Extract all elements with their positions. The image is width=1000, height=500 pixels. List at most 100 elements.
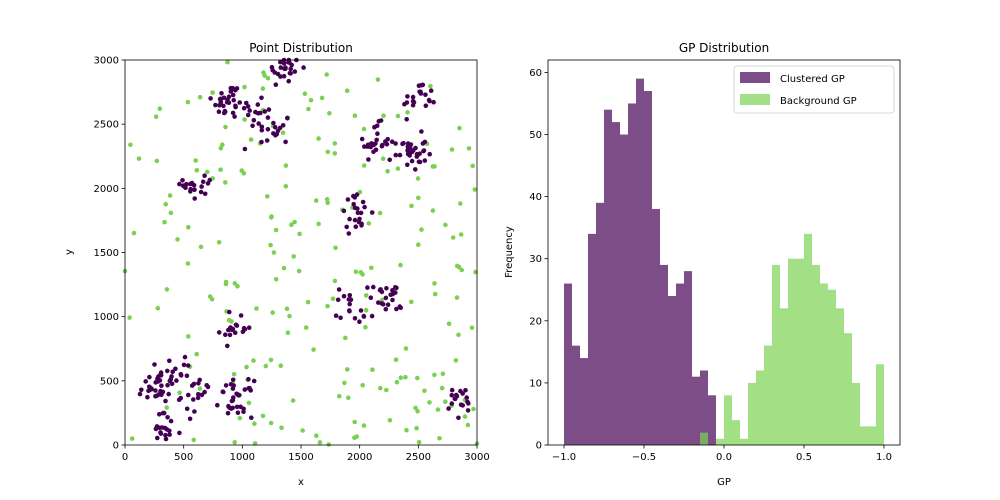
cluster-point [227,309,232,315]
cluster-point [218,100,224,105]
cluster-point [272,124,278,130]
background-point [366,221,372,226]
background-gp-bar [852,382,860,445]
cluster-point [405,94,410,99]
background-point [416,195,421,201]
cluster-point [378,287,383,292]
cluster-point [262,109,268,114]
cluster-point [416,159,422,165]
cluster-point [228,406,234,411]
cluster-point [275,128,281,134]
cluster-point [242,146,248,152]
scatter-plot: 0 500 1000 1500 2000 2500 3000 0 500 1000 1500 200… [64,41,490,488]
background-point [327,111,332,116]
background-point [291,254,297,259]
background-gp-bar [724,395,732,445]
cluster-point [409,158,415,164]
background-point [363,293,369,298]
background-point [352,113,358,118]
cluster-point [182,185,188,190]
cluster-point [232,330,238,336]
background-gp-bar [716,438,724,445]
background-point [271,250,277,255]
cluster-point [417,89,422,95]
cluster-point [231,97,236,103]
cluster-point [404,117,410,122]
background-point [302,91,308,96]
histogram-y-tick-label: 0 [536,441,542,452]
background-point [437,436,442,441]
background-point [278,363,284,369]
background-point [177,390,182,396]
cluster-point [228,85,234,91]
clustered-gp-bar [596,202,604,445]
cluster-point [235,410,241,416]
background-point [163,201,168,207]
scatter-x-axis: 0 500 1000 1500 2000 2500 3000 [122,445,490,463]
background-point [416,242,421,247]
cluster-point [427,151,433,157]
cluster-point [232,114,237,119]
background-point [432,372,437,378]
background-point [210,90,215,95]
cluster-point [414,151,420,157]
clustered-gp-bar [644,91,652,446]
background-point [398,262,403,268]
cluster-point [410,94,416,100]
cluster-point [184,373,190,379]
cluster-point [167,378,173,384]
clustered-gp-bar [604,109,612,446]
cluster-point [362,144,367,149]
background-point [263,363,269,369]
background-point [220,142,225,147]
cluster-point [180,178,185,183]
cluster-point [221,103,226,109]
cluster-point [289,62,295,68]
cluster-point [163,432,168,438]
cluster-point [388,292,394,298]
cluster-point [238,313,244,318]
cluster-point [335,297,341,303]
background-point [435,407,441,412]
cluster-point [465,399,470,405]
cluster-point [234,404,240,410]
background-point [260,86,266,91]
cluster-point [199,184,204,189]
background-point [265,194,270,199]
background-point [218,167,223,172]
cluster-point [159,383,164,389]
cluster-point [234,323,240,328]
cluster-point [351,201,357,207]
background-point [237,415,243,421]
background-gp-bar [756,370,764,445]
background-point [313,198,319,203]
cluster-point [357,319,362,325]
cluster-point [191,397,196,402]
background-point [344,88,350,93]
background-point [324,72,330,77]
background-point [155,305,161,311]
cluster-point [143,379,148,384]
cluster-point [224,99,230,105]
cluster-point [227,332,233,338]
cluster-point [187,416,193,422]
cluster-point [246,376,251,382]
background-point [443,222,448,228]
cluster-point [393,285,398,290]
scatter-y-tick-label: 3000 [94,56,119,67]
background-point [325,200,331,205]
background-point [136,156,142,161]
background-point [268,242,273,248]
background-point [223,124,228,130]
cluster-point [266,107,272,112]
background-point [387,418,393,423]
background-point [254,306,259,311]
background-point [225,59,230,65]
cluster-point [393,141,398,146]
cluster-point [271,131,276,136]
scatter-x-tick-label: 3000 [464,452,489,463]
background-point [409,299,414,305]
legend-label-clustered: Clustered GP [780,74,845,85]
background-point [352,435,357,441]
cluster-point [146,388,151,394]
